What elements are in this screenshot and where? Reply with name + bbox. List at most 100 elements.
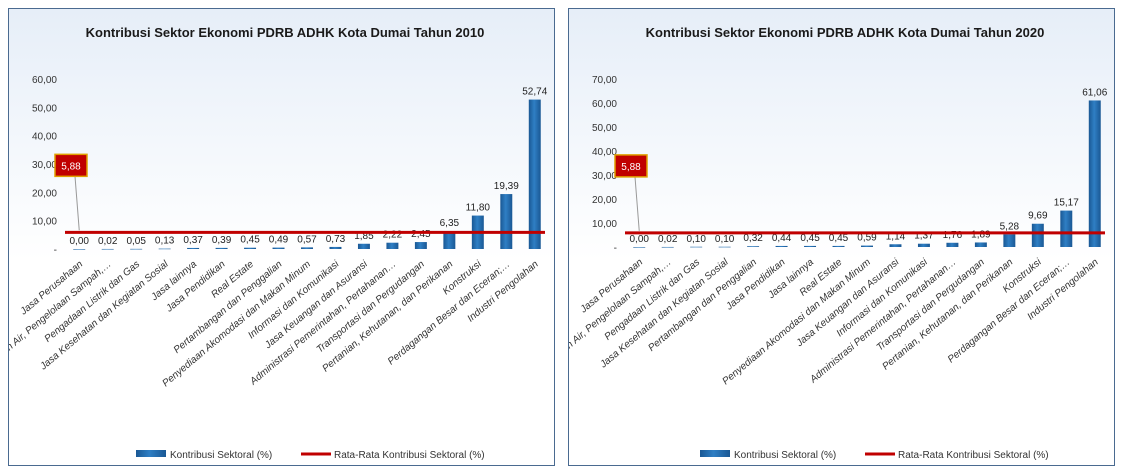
bar: [130, 248, 143, 250]
bar: [718, 246, 731, 248]
bar: [804, 245, 817, 247]
y-tick-label: 70,00: [592, 75, 617, 86]
legend-label-line: Rata-Rata Kontribusi Sektoral (%): [334, 450, 485, 461]
average-callout: [54, 153, 88, 178]
callout-leader: [634, 176, 640, 231]
data-label: 2,22: [383, 230, 403, 241]
data-label: 19,39: [494, 181, 519, 192]
data-label: 0,32: [743, 233, 763, 244]
bar: [187, 247, 200, 249]
data-label: 2,45: [411, 229, 431, 240]
chart-2020-panel: Kontribusi Sektor Ekonomi PDRB ADHK Kota…: [568, 8, 1115, 466]
bar: [301, 247, 313, 249]
data-label: 0,37: [183, 235, 203, 246]
chart-2010: Kontribusi Sektor Ekonomi PDRB ADHK Kota…: [9, 25, 548, 461]
legend-swatch-bar: [700, 450, 730, 457]
y-tick-label: 40,00: [32, 132, 57, 143]
y-tick-label: 20,00: [32, 188, 57, 199]
data-label: 0,59: [857, 233, 877, 244]
data-label: 0,44: [772, 233, 792, 244]
bar: [946, 242, 959, 247]
bar: [73, 249, 86, 250]
data-label: 5,28: [1000, 221, 1020, 232]
data-label: 1,37: [914, 231, 934, 242]
bar: [917, 243, 930, 247]
data-label: 1,76: [943, 230, 963, 241]
y-tick-label: 60,00: [32, 75, 57, 86]
average-label: 5,88: [621, 162, 641, 173]
bar: [500, 194, 513, 249]
y-tick-label: 40,00: [592, 147, 617, 158]
data-label: 0,13: [155, 236, 175, 247]
bar: [1031, 223, 1044, 247]
legend-swatch-bar: [136, 450, 166, 457]
bar: [889, 244, 902, 247]
data-label: 1,89: [971, 229, 991, 240]
y-tick-label: 50,00: [32, 103, 57, 114]
data-label: 1,14: [886, 231, 906, 242]
bar: [832, 245, 845, 247]
data-label: 0,49: [269, 235, 289, 246]
chart-title: Kontribusi Sektor Ekonomi PDRB ADHK Kota…: [646, 25, 1045, 40]
y-tick-label: 20,00: [592, 195, 617, 206]
data-label: 0,05: [126, 236, 146, 247]
data-label: 11,80: [466, 203, 491, 214]
bar: [386, 242, 399, 249]
data-label: 61,06: [1082, 87, 1107, 98]
chart-2020: Kontribusi Sektor Ekonomi PDRB ADHK Kota…: [569, 25, 1108, 461]
bar: [158, 248, 171, 250]
bar: [528, 99, 541, 249]
bar: [329, 246, 342, 249]
bar: [861, 245, 873, 247]
data-label: 0,02: [98, 236, 118, 247]
bar: [690, 246, 703, 248]
legend-label-bar: Kontribusi Sektoral (%): [170, 450, 272, 461]
bar: [272, 247, 285, 249]
y-tick-label: 60,00: [592, 99, 617, 110]
bar: [215, 247, 228, 249]
callout-leader: [74, 176, 80, 231]
y-tick-label: 30,00: [592, 171, 617, 182]
data-label: 6,35: [440, 218, 460, 229]
bar: [1088, 100, 1101, 248]
data-label: 9,69: [1028, 211, 1048, 222]
bar: [775, 245, 788, 247]
bar: [1003, 234, 1016, 247]
data-label: 52,74: [522, 87, 547, 98]
bar: [357, 243, 370, 249]
y-tick-label: 50,00: [592, 123, 617, 134]
legend-label-line: Rata-Rata Kontribusi Sektoral (%): [898, 450, 1049, 461]
y-tick-label: 30,00: [32, 160, 57, 171]
bar: [101, 248, 114, 250]
y-tick-label: 10,00: [592, 219, 617, 230]
data-label: 0,10: [686, 234, 706, 245]
data-label: 0,39: [212, 235, 232, 246]
bar: [414, 242, 427, 249]
bar: [443, 231, 456, 249]
chart-title: Kontribusi Sektor Ekonomi PDRB ADHK Kota…: [86, 25, 485, 40]
y-tick-label: 10,00: [32, 217, 57, 228]
data-label: 0,45: [240, 235, 260, 246]
chart-2010-panel: Kontribusi Sektor Ekonomi PDRB ADHK Kota…: [8, 8, 555, 466]
bar: [661, 246, 674, 248]
data-label: 0,02: [658, 234, 678, 245]
bar: [747, 246, 760, 247]
bar: [633, 247, 646, 248]
data-label: 1,85: [354, 231, 374, 242]
data-label: 0,45: [829, 233, 849, 244]
y-tick-label: -: [614, 243, 617, 254]
data-label: 0,10: [715, 234, 735, 245]
data-label: 0,45: [800, 233, 820, 244]
legend-label-bar: Kontribusi Sektoral (%): [734, 450, 836, 461]
data-label: 15,17: [1054, 198, 1079, 209]
average-callout: [614, 154, 648, 178]
data-label: 0,73: [326, 234, 346, 245]
average-label: 5,88: [61, 161, 81, 172]
data-label: 0,00: [630, 234, 650, 245]
bar: [244, 247, 257, 249]
data-label: 0,00: [70, 236, 90, 247]
bar: [1060, 210, 1073, 247]
bar: [974, 242, 987, 247]
y-tick-label: -: [54, 245, 57, 256]
data-label: 0,57: [297, 234, 317, 245]
